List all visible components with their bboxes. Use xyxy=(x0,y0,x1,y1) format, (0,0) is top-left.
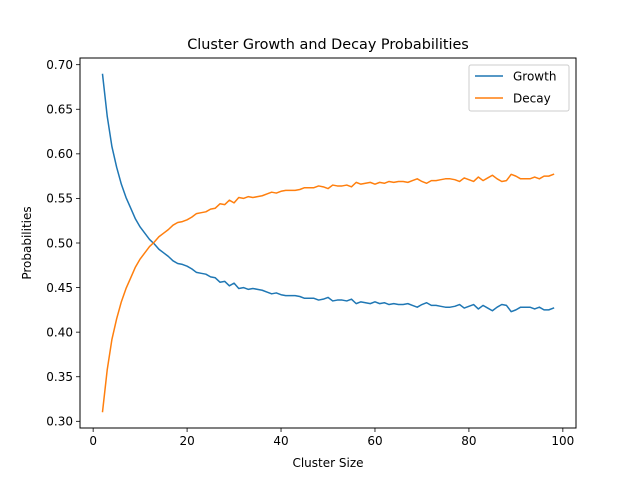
x-tick-label: 60 xyxy=(367,434,382,448)
x-tick-label: 0 xyxy=(89,434,97,448)
chart-title: Cluster Growth and Decay Probabilities xyxy=(187,37,469,53)
y-tick-label: 0.55 xyxy=(46,192,73,206)
x-axis-ticks: 0 20 40 60 80 100 xyxy=(89,428,574,448)
y-tick-label: 0.40 xyxy=(46,325,73,339)
y-tick-label: 0.50 xyxy=(46,236,73,250)
x-axis-label: Cluster Size xyxy=(292,456,363,470)
x-tick-label: 80 xyxy=(461,434,476,448)
legend-label-decay: Decay xyxy=(513,92,551,106)
plot-lines xyxy=(101,73,555,413)
legend: Growth Decay xyxy=(468,64,570,112)
y-tick-label: 0.35 xyxy=(46,370,73,384)
y-tick-label: 0.30 xyxy=(46,415,73,429)
x-tick-label: 40 xyxy=(273,434,288,448)
y-axis-label: Probabilities xyxy=(20,206,34,279)
y-tick-label: 0.70 xyxy=(46,58,73,72)
y-tick-label: 0.65 xyxy=(46,103,73,117)
series-line-decay xyxy=(101,173,555,413)
series-line-growth xyxy=(101,73,555,313)
x-tick-label: 100 xyxy=(551,434,574,448)
y-tick-label: 0.45 xyxy=(46,281,73,295)
x-tick-label: 20 xyxy=(179,434,194,448)
legend-label-growth: Growth xyxy=(513,70,556,84)
y-tick-label: 0.60 xyxy=(46,147,73,161)
y-axis-ticks: 0.30 0.35 0.40 0.45 0.50 0.55 0.60 0.65 0.70 xyxy=(46,58,80,429)
